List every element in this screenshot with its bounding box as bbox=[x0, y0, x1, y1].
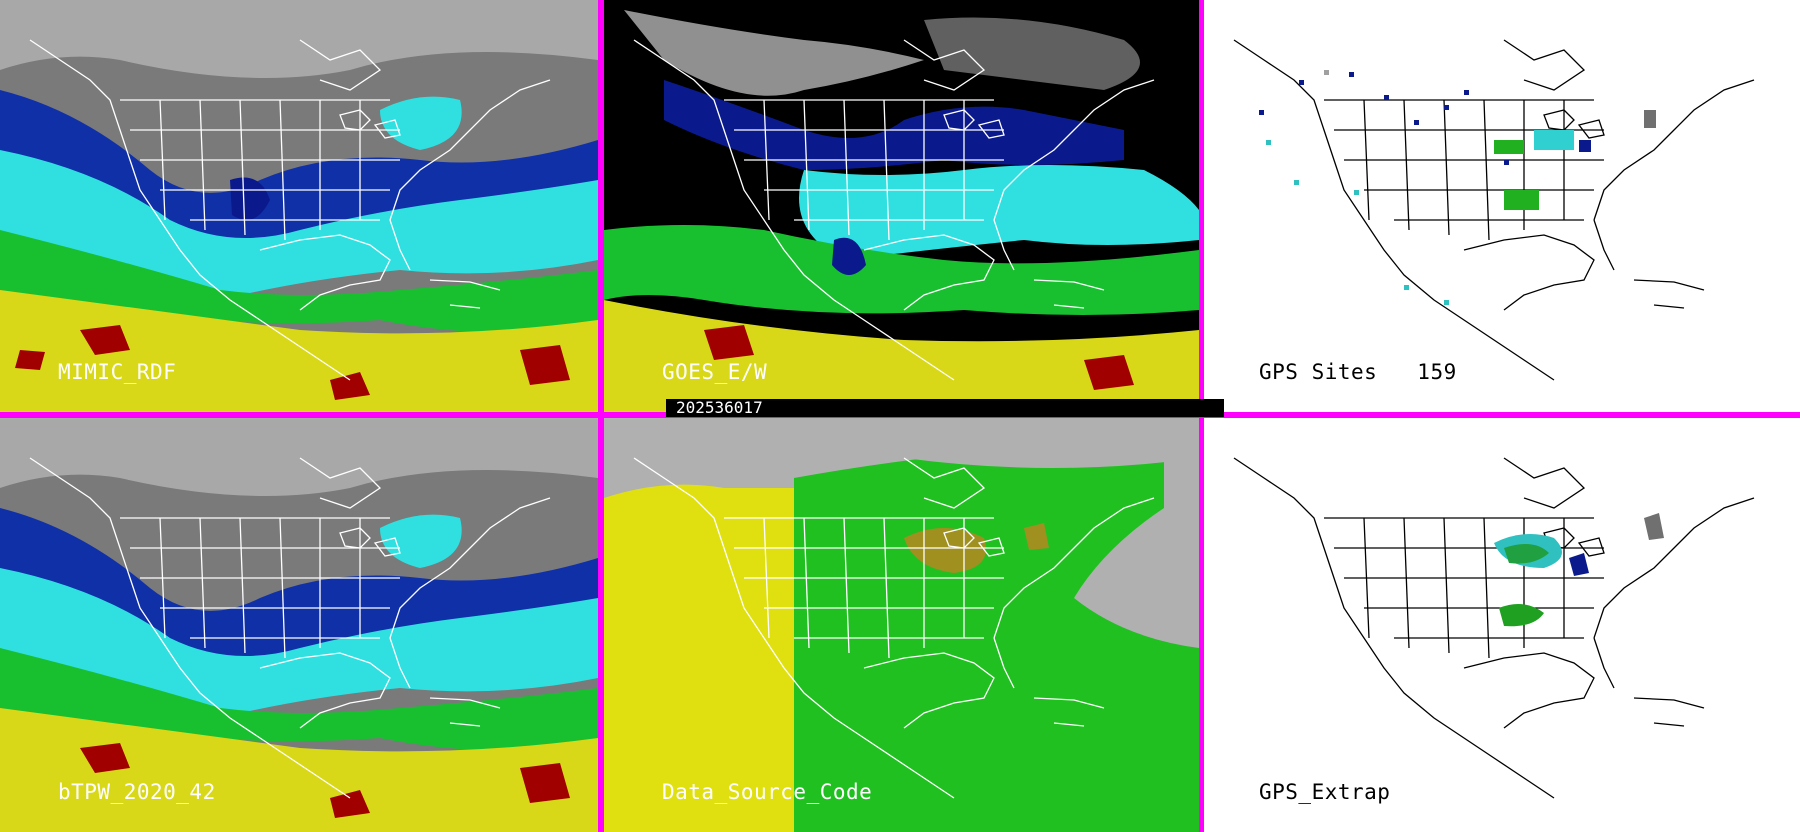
timestamp-bar: 202536017 bbox=[666, 399, 1224, 417]
gps-extrap-panel: GPS_Extrap bbox=[1204, 418, 1800, 832]
mimic-rdf-panel: MIMIC_RDF bbox=[0, 0, 598, 412]
gps-sites-map bbox=[1204, 0, 1800, 412]
btpw-label: bTPW_2020_42 bbox=[58, 780, 216, 804]
gps-sites-panel: GPS Sites 159 bbox=[1204, 0, 1800, 412]
gps-site-markers bbox=[1259, 70, 1656, 305]
data-source-map bbox=[604, 418, 1199, 832]
goes-ew-map bbox=[604, 0, 1199, 412]
btpw-map bbox=[0, 418, 598, 832]
btpw-panel: bTPW_2020_42 bbox=[0, 418, 598, 832]
gps-extrap-label: GPS_Extrap bbox=[1259, 780, 1391, 804]
gps-sites-count: 159 bbox=[1417, 360, 1457, 384]
data-source-panel: Data_Source_Code bbox=[604, 418, 1199, 832]
data-source-label: Data_Source_Code bbox=[662, 780, 873, 804]
goes-ew-panel: GOES_E/W bbox=[604, 0, 1199, 412]
mimic-rdf-label: MIMIC_RDF bbox=[58, 360, 177, 384]
gps-extrap-map bbox=[1204, 418, 1800, 832]
goes-ew-label: GOES_E/W bbox=[662, 360, 768, 384]
gps-sites-label: GPS Sites 159 bbox=[1259, 360, 1457, 384]
mimic-rdf-map bbox=[0, 0, 598, 412]
